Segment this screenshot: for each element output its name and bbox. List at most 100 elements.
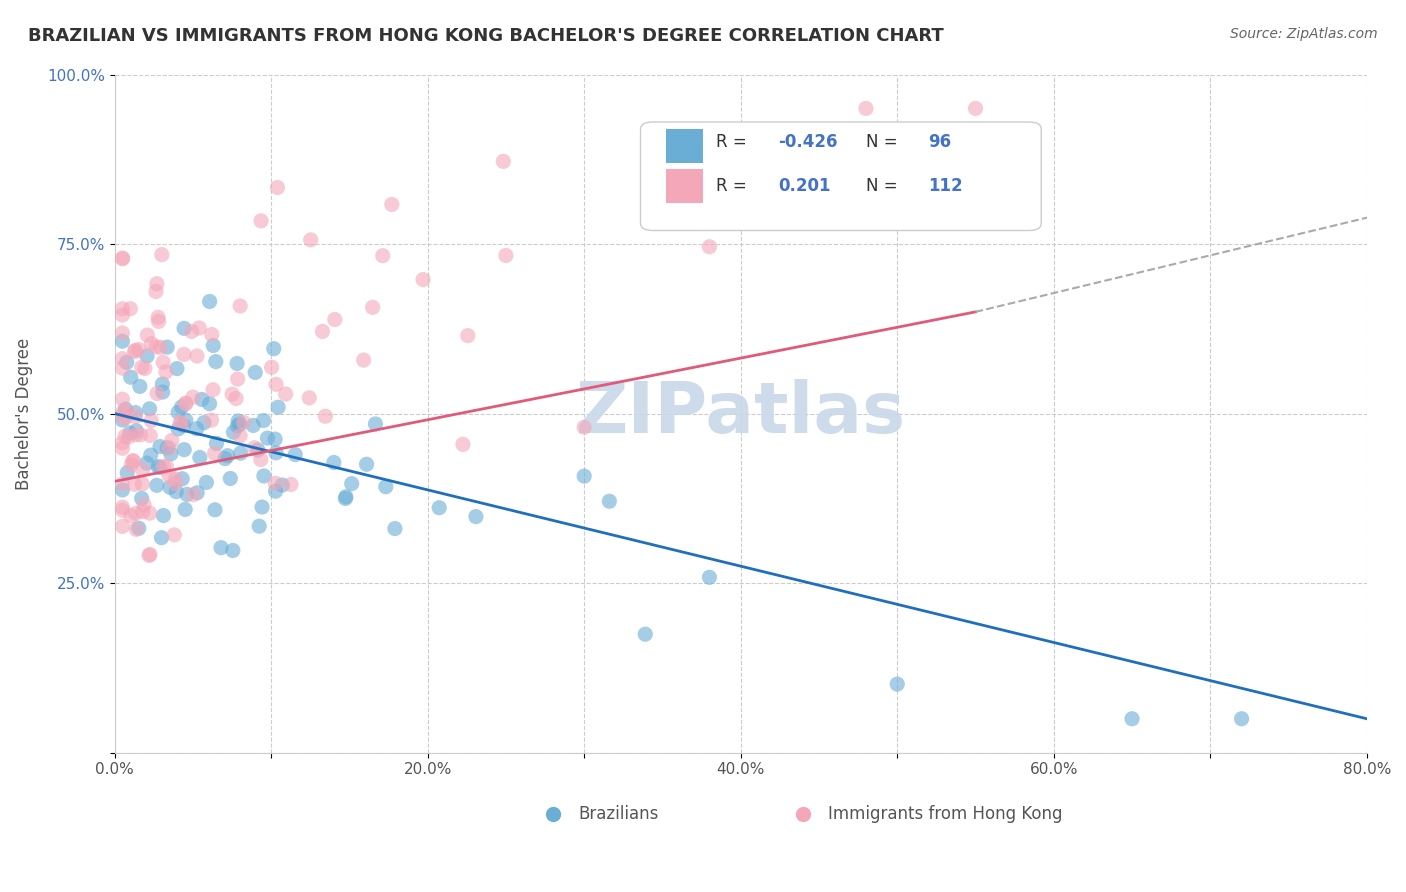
Point — [222, 425, 245, 440]
Point — [965, 806, 987, 821]
Bar — [665, 169, 703, 203]
Point — [174, 413, 197, 427]
Point — [124, 344, 146, 359]
Point — [260, 360, 283, 375]
Point — [136, 349, 159, 363]
Point — [173, 442, 195, 457]
Point — [146, 386, 169, 401]
Point — [340, 476, 363, 491]
Point — [139, 428, 162, 442]
Point — [160, 434, 183, 448]
Point — [180, 325, 202, 339]
Point — [124, 477, 146, 491]
Point — [427, 500, 450, 515]
Text: Immigrants from Hong Kong: Immigrants from Hong Kong — [828, 805, 1063, 822]
Point — [205, 354, 228, 368]
Point — [855, 102, 877, 116]
Point — [204, 446, 226, 460]
Point — [131, 360, 153, 375]
Point — [202, 338, 225, 352]
Point — [225, 392, 247, 406]
Point — [495, 248, 517, 262]
Point — [361, 301, 384, 315]
Point — [228, 417, 250, 432]
Point — [125, 424, 148, 438]
Point — [128, 521, 150, 535]
Point — [148, 314, 170, 328]
Point — [572, 469, 595, 483]
Point — [204, 503, 226, 517]
Point — [246, 442, 269, 457]
FancyBboxPatch shape — [641, 122, 1042, 230]
Point — [146, 478, 169, 492]
Point — [271, 478, 294, 492]
Point — [217, 449, 239, 463]
Point — [152, 377, 174, 392]
Point — [131, 476, 153, 491]
Point — [141, 414, 163, 428]
Point — [135, 456, 157, 470]
Point — [229, 299, 252, 313]
Point — [152, 385, 174, 400]
Point — [221, 387, 243, 401]
Point — [198, 294, 221, 309]
Text: N =: N = — [866, 133, 903, 152]
Point — [111, 351, 134, 366]
Point — [222, 543, 245, 558]
Point — [214, 451, 236, 466]
Point — [250, 500, 273, 514]
Point — [111, 392, 134, 407]
Point — [264, 446, 287, 460]
Point — [145, 340, 167, 354]
Point — [451, 437, 474, 451]
Point — [111, 442, 134, 456]
Point — [111, 334, 134, 349]
Text: R =: R = — [716, 178, 752, 195]
Point — [284, 448, 307, 462]
Text: 112: 112 — [928, 178, 963, 195]
Point — [138, 549, 160, 563]
Bar — [665, 128, 703, 162]
Point — [886, 677, 908, 691]
Point — [198, 397, 221, 411]
Point — [159, 480, 181, 494]
Point — [264, 484, 287, 499]
Point — [195, 475, 218, 490]
Point — [139, 448, 162, 462]
Point — [132, 498, 155, 512]
Point — [634, 627, 657, 641]
Point — [201, 327, 224, 342]
Point — [111, 519, 134, 533]
Text: -0.426: -0.426 — [779, 133, 838, 152]
Point — [150, 531, 173, 545]
Point — [174, 396, 197, 410]
Point — [125, 427, 148, 442]
Point — [1121, 712, 1143, 726]
Point — [186, 485, 208, 500]
Point — [128, 343, 150, 357]
Point — [412, 272, 434, 286]
Point — [323, 312, 346, 326]
Point — [156, 340, 179, 354]
Point — [205, 436, 228, 450]
Point — [120, 370, 142, 384]
Point — [149, 340, 172, 354]
Point — [280, 477, 302, 491]
Point — [111, 483, 134, 497]
Point — [464, 509, 486, 524]
Point — [124, 406, 146, 420]
Point — [226, 419, 249, 434]
Point — [111, 252, 134, 266]
Point — [173, 418, 195, 433]
Point — [299, 233, 322, 247]
Point — [266, 180, 288, 194]
Point — [122, 454, 145, 468]
Point — [1230, 712, 1253, 726]
Point — [138, 401, 160, 416]
Point — [163, 528, 186, 542]
Point — [118, 425, 141, 440]
Point — [129, 427, 152, 442]
Point — [149, 440, 172, 454]
Point — [115, 355, 138, 369]
Point — [128, 379, 150, 393]
